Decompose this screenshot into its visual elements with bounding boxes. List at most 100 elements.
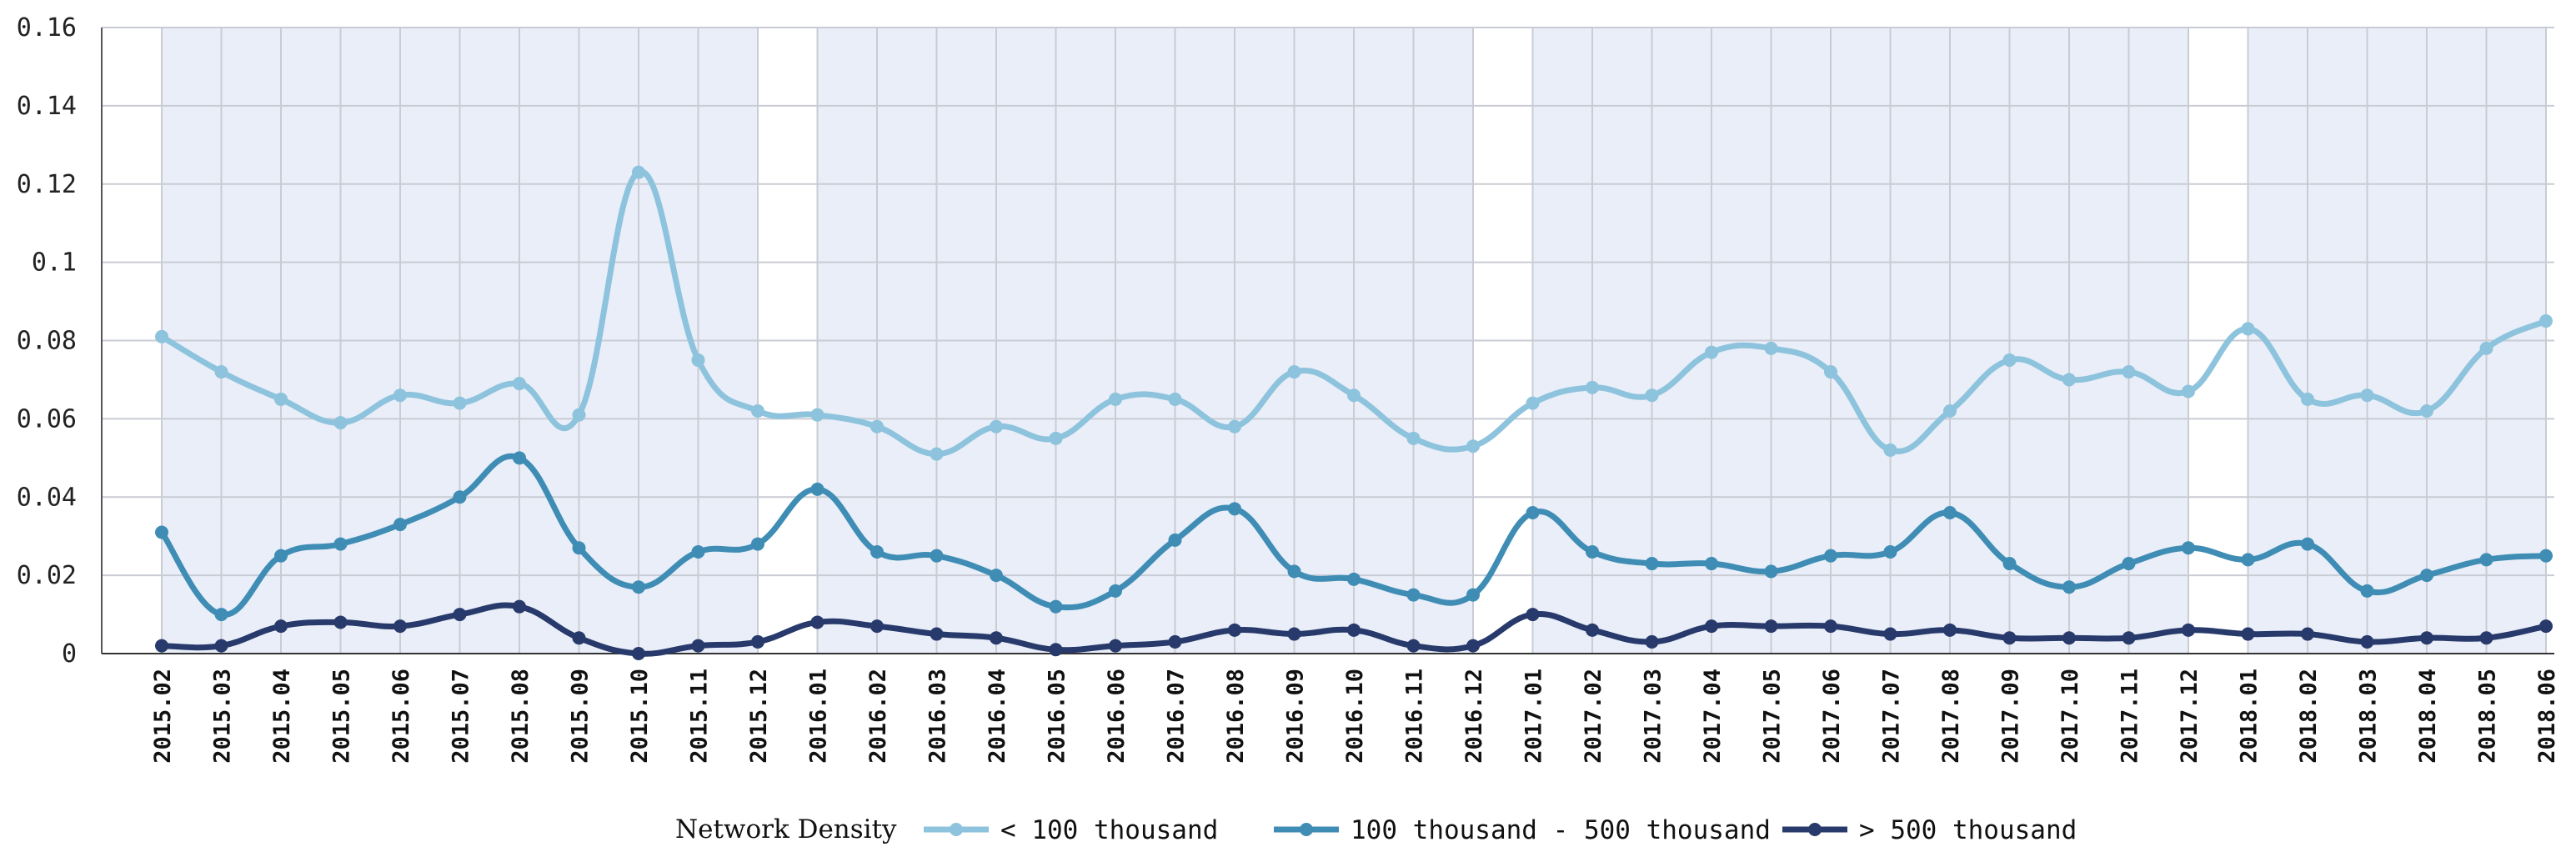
x-tick-label: 2018.02 xyxy=(2296,669,2322,764)
x-tick-label: 2017.07 xyxy=(1879,669,1905,764)
data-point xyxy=(393,619,407,634)
data-point xyxy=(2539,619,2553,634)
legend[interactable]: Network Density < 100 thousand 100 thousan… xyxy=(675,814,2077,845)
data-point xyxy=(274,619,288,634)
legend-swatch-marker-0[interactable] xyxy=(950,823,963,836)
data-point xyxy=(2241,322,2255,336)
x-tick-label: 2015.10 xyxy=(627,669,653,764)
data-point xyxy=(751,537,764,551)
legend-label-2[interactable]: > 500 thousand xyxy=(1859,815,2077,845)
x-tick-label: 2015.09 xyxy=(568,669,594,764)
data-point xyxy=(513,599,526,614)
data-point xyxy=(1586,544,1599,559)
axes xyxy=(101,28,2554,654)
data-point xyxy=(930,447,944,461)
data-point xyxy=(1705,345,1718,359)
data-point xyxy=(1466,639,1480,653)
x-axis-ticks: 2015.02 2015.03 2015.04 2015.05 2015.06 2015.… xyxy=(150,669,2560,764)
data-point xyxy=(513,451,526,465)
y-tick-label: 0.1 xyxy=(32,248,77,278)
data-point xyxy=(2122,631,2136,645)
x-tick-label: 2015.05 xyxy=(329,669,355,764)
data-point xyxy=(751,634,764,649)
y-tick-label: 0 xyxy=(62,639,77,669)
data-point xyxy=(990,419,1003,434)
data-point xyxy=(691,639,705,653)
data-point xyxy=(2539,314,2553,328)
data-point xyxy=(1943,403,1957,418)
data-point xyxy=(1347,388,1361,403)
legend-title: Network Density xyxy=(675,814,897,844)
data-point xyxy=(1228,419,1241,434)
data-point xyxy=(2182,384,2195,398)
y-tick-label: 0.12 xyxy=(17,170,77,199)
data-point xyxy=(2002,353,2017,367)
data-point xyxy=(1347,623,1361,637)
series-line-0 xyxy=(160,168,2548,458)
x-tick-label: 2016.10 xyxy=(1342,669,1368,764)
data-point xyxy=(333,416,348,430)
x-tick-label: 2016.01 xyxy=(806,669,832,764)
x-tick-label: 2015.08 xyxy=(508,669,534,764)
x-tick-label: 2017.04 xyxy=(1700,669,1726,764)
x-tick-label: 2016.02 xyxy=(865,669,891,764)
data-point xyxy=(1168,392,1182,406)
data-point xyxy=(2539,549,2553,563)
data-point xyxy=(1883,627,1897,641)
data-point xyxy=(1406,588,1421,602)
data-point xyxy=(1287,627,1301,641)
legend-swatch-marker-1[interactable] xyxy=(1300,823,1313,836)
data-point xyxy=(1645,634,1659,649)
data-point xyxy=(1824,619,1837,634)
x-tick-label: 2017.02 xyxy=(1581,669,1606,764)
data-point xyxy=(2062,373,2076,387)
x-tick-label: 2015.11 xyxy=(687,669,713,764)
y-tick-label: 0.04 xyxy=(17,483,77,512)
data-point xyxy=(2301,537,2314,551)
y-tick-label: 0.02 xyxy=(17,561,77,590)
data-point xyxy=(870,544,884,559)
data-point xyxy=(2002,557,2017,571)
data-point xyxy=(513,377,526,391)
x-tick-label: 2016.12 xyxy=(1461,669,1487,764)
data-point xyxy=(2062,580,2076,594)
y-tick-label: 0.08 xyxy=(17,327,77,356)
legend-label-1[interactable]: 100 thousand - 500 thousand xyxy=(1351,815,1771,845)
data-point xyxy=(1526,506,1540,520)
data-point xyxy=(1526,396,1540,410)
data-point xyxy=(2122,365,2136,379)
data-point xyxy=(1705,557,1718,571)
x-tick-label: 2015.06 xyxy=(388,669,414,764)
x-tick-label: 2016.11 xyxy=(1402,669,1428,764)
x-tick-label: 2017.10 xyxy=(2057,669,2083,764)
legend-swatch-marker-2[interactable] xyxy=(1808,823,1822,836)
data-point xyxy=(2479,631,2493,645)
x-tick-label: 2017.01 xyxy=(1521,669,1547,764)
data-point xyxy=(572,541,586,555)
x-tick-label: 2016.09 xyxy=(1283,669,1309,764)
data-point xyxy=(155,525,168,539)
data-point xyxy=(1406,431,1421,445)
x-tick-label: 2017.06 xyxy=(1819,669,1845,764)
data-point xyxy=(1824,549,1837,563)
x-tick-label: 2018.06 xyxy=(2534,669,2560,764)
data-point xyxy=(1109,639,1122,653)
data-point xyxy=(810,482,824,496)
data-point xyxy=(1466,439,1480,454)
data-point xyxy=(2360,634,2374,649)
data-point xyxy=(1168,634,1182,649)
data-point xyxy=(2420,631,2433,645)
data-point xyxy=(1406,639,1421,653)
legend-label-0[interactable]: < 100 thousand xyxy=(1000,815,1218,845)
data-point xyxy=(1764,341,1778,355)
x-tick-label: 2017.03 xyxy=(1641,669,1666,764)
data-point xyxy=(1109,584,1122,598)
data-series xyxy=(155,165,2553,660)
y-tick-label: 0.06 xyxy=(17,404,77,434)
data-point xyxy=(1109,392,1122,406)
data-point xyxy=(2479,553,2493,567)
data-point xyxy=(632,580,645,594)
x-tick-label: 2015.12 xyxy=(746,669,772,764)
x-tick-label: 2016.03 xyxy=(925,669,951,764)
data-point xyxy=(870,419,884,434)
